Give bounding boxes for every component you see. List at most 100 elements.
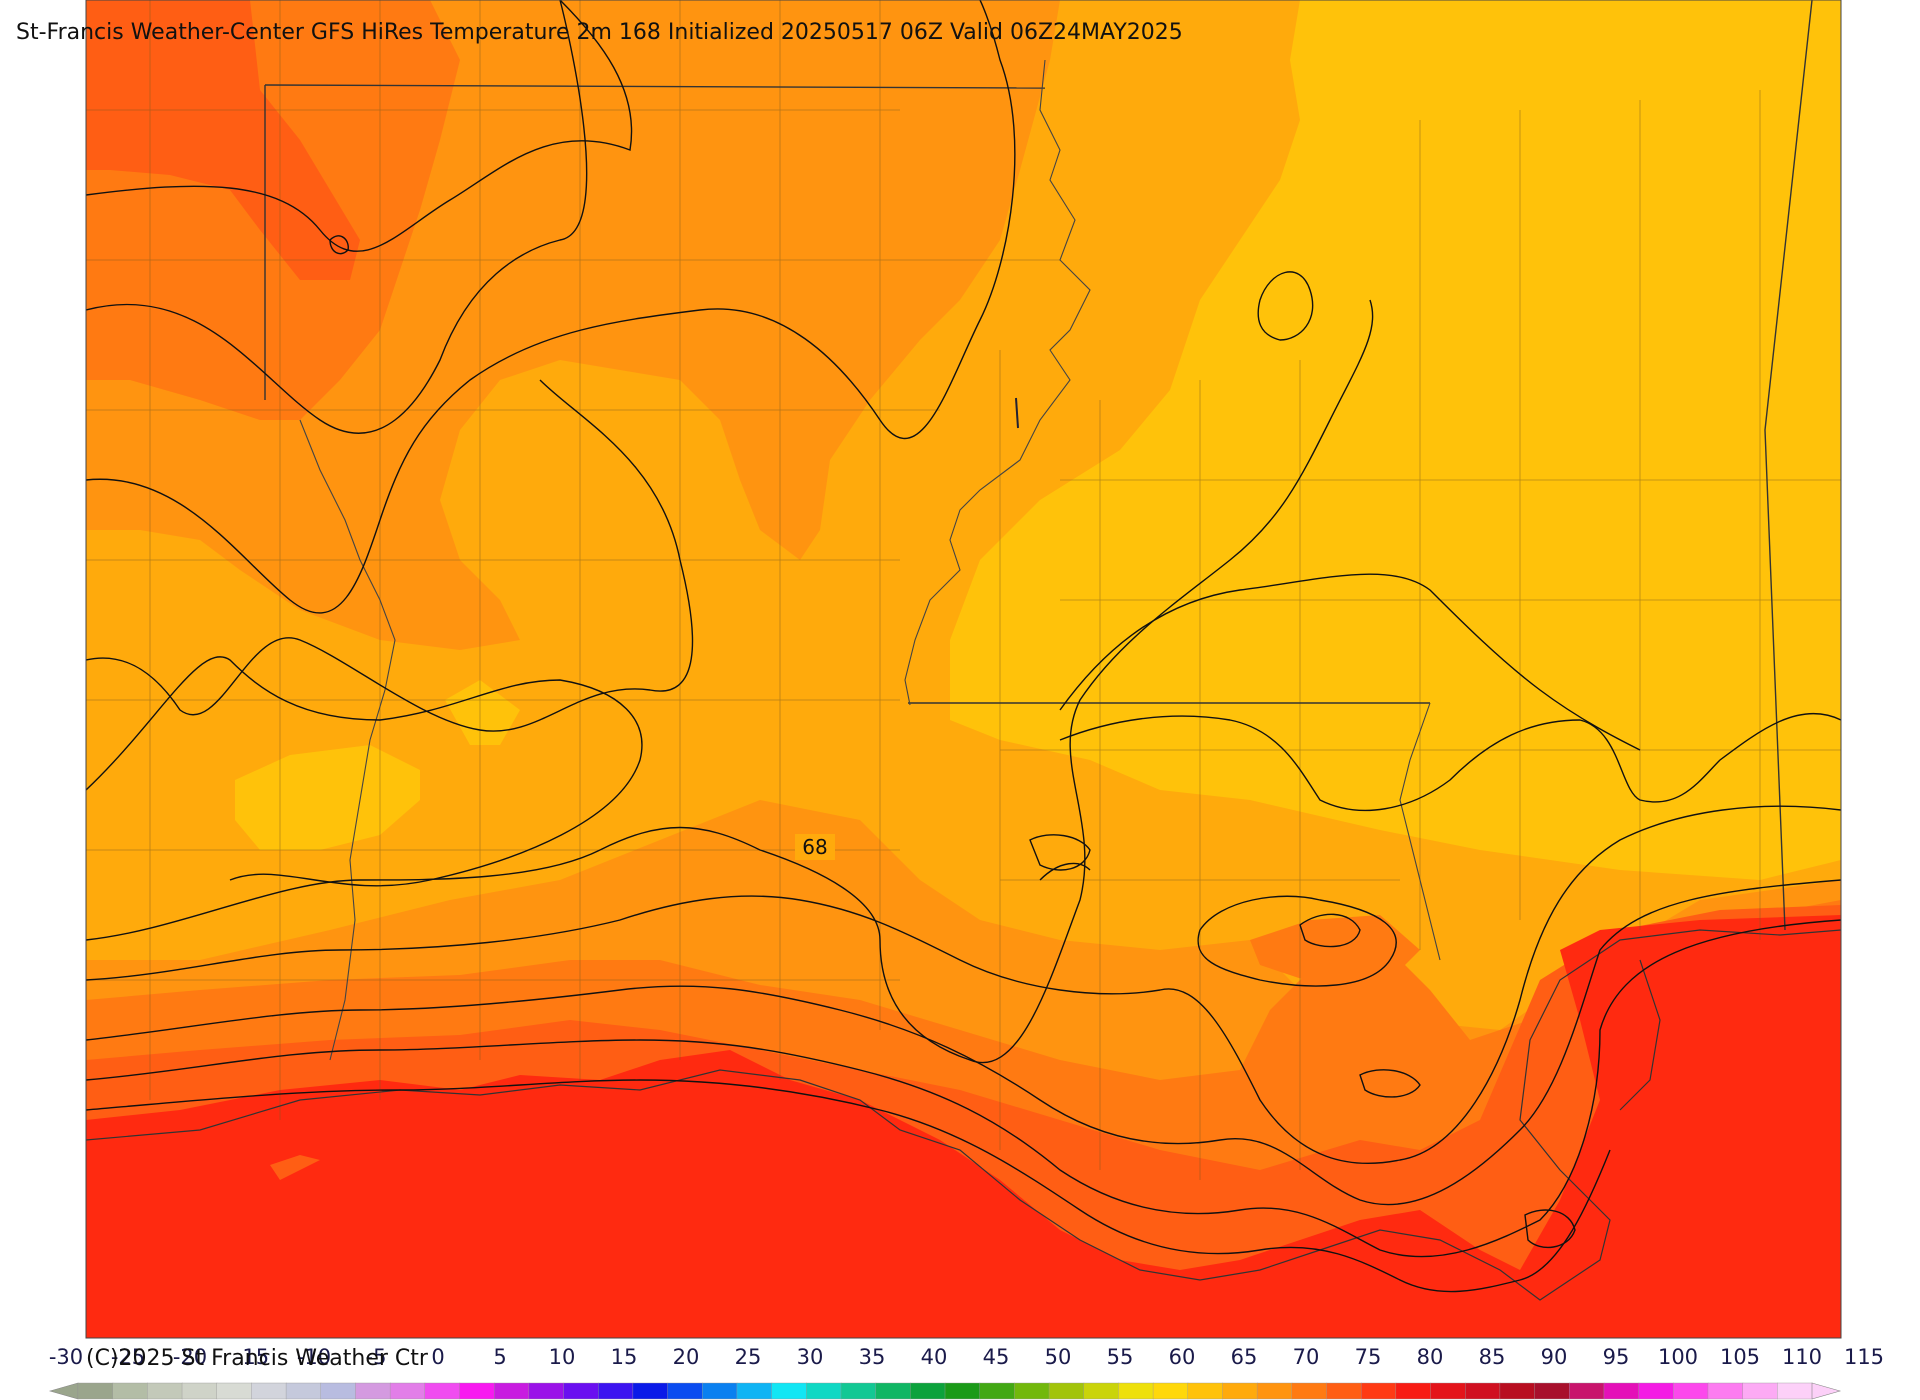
- colorbar-swatch: [1395, 1382, 1432, 1400]
- temp-band-60-65-west: [235, 745, 420, 850]
- colorbar-swatch: [771, 1382, 807, 1400]
- colorbar-tick-label: 85: [1478, 1345, 1506, 1369]
- colorbar-swatch: [493, 1382, 530, 1400]
- colorbar-swatch: [1673, 1382, 1709, 1400]
- colorbar-tick-label: -10: [296, 1345, 332, 1369]
- colorbar-arrow-high: [1811, 1382, 1842, 1400]
- county-boundaries: [86, 0, 1841, 1180]
- colorbar-tick-label: 5: [493, 1345, 507, 1369]
- colorbar-swatch: [1360, 1382, 1397, 1400]
- colorbar-swatch: [1222, 1382, 1258, 1400]
- colorbar-swatch: [77, 1382, 114, 1400]
- colorbar-tick-label: 115: [1843, 1345, 1885, 1369]
- colorbar-swatch: [1742, 1382, 1779, 1400]
- colorbar-swatch: [1638, 1382, 1674, 1400]
- colorbar-tick-label: 50: [1044, 1345, 1072, 1369]
- colorbar-tick-label: -15: [234, 1345, 270, 1369]
- colorbar-tick-label: 10: [548, 1345, 576, 1369]
- colorbar-swatch: [979, 1382, 1016, 1400]
- colorbar-tick-label: 15: [610, 1345, 638, 1369]
- colorbar-swatch: [806, 1382, 842, 1400]
- temp-band-60-65: [950, 0, 1841, 880]
- colorbar-swatch: [840, 1382, 877, 1400]
- rivers: [299, 59, 1441, 1061]
- colorbar-swatch: [1777, 1382, 1813, 1400]
- isotherm-contours: [86, 0, 1841, 1293]
- copyright-text: (C)2025 St Francis Weather Ctr: [86, 1346, 428, 1371]
- coastline: [86, 929, 1841, 1301]
- colorbar-arrow-low: [48, 1382, 79, 1400]
- colorbar-swatch: [528, 1382, 565, 1400]
- colorbar-tick-label: -20: [172, 1345, 208, 1369]
- colorbar-swatch: [1534, 1382, 1570, 1400]
- colorbar-swatch: [736, 1382, 773, 1400]
- colorbar-tick-label: 20: [672, 1345, 700, 1369]
- colorbar-tick-label: 30: [796, 1345, 824, 1369]
- colorbar-tick-label: 60: [1168, 1345, 1196, 1369]
- colorbar-swatch: [1083, 1382, 1120, 1400]
- colorbar-tick-label: 110: [1781, 1345, 1823, 1369]
- colorbar-swatch: [320, 1382, 357, 1400]
- temp-band-75-80-pocket: [1250, 915, 1420, 985]
- colorbar-tick-label: 105: [1719, 1345, 1761, 1369]
- colorbar-swatch: [1464, 1382, 1501, 1400]
- colorbar-tick-label: 55: [1106, 1345, 1134, 1369]
- colorbar-swatch: [1152, 1382, 1189, 1400]
- colorbar-swatch: [1569, 1382, 1605, 1400]
- map-title: St-Francis Weather-Center GFS HiRes Temp…: [16, 20, 1183, 45]
- colorbar-swatch: [667, 1382, 703, 1400]
- temp-band-60-65-west2: [445, 680, 520, 745]
- colorbar-tick-label: 100: [1657, 1345, 1699, 1369]
- colorbar-swatch: [632, 1382, 669, 1400]
- colorbar-swatch: [251, 1382, 287, 1400]
- colorbar-swatch: [1430, 1382, 1466, 1400]
- colorbar-swatch: [1014, 1382, 1050, 1400]
- colorbar-swatch: [1118, 1382, 1154, 1400]
- temp-band-85-90-gulf: [86, 915, 1841, 1338]
- colorbar-swatch: [216, 1382, 253, 1400]
- colorbar-swatch: [1291, 1382, 1328, 1400]
- colorbar-tick-label: 45: [982, 1345, 1010, 1369]
- colorbar-tick-label: 65: [1230, 1345, 1258, 1369]
- colorbar: [48, 1382, 1842, 1400]
- colorbar-tick-label: 40: [920, 1345, 948, 1369]
- colorbar-swatch: [285, 1382, 322, 1400]
- colorbar-swatch: [875, 1382, 912, 1400]
- colorbar-tick-label: 25: [734, 1345, 762, 1369]
- colorbar-swatch: [1256, 1382, 1293, 1400]
- colorbar-swatch: [112, 1382, 149, 1400]
- colorbar-swatch: [910, 1382, 946, 1400]
- colorbar-swatch: [563, 1382, 599, 1400]
- colorbar-swatch: [598, 1382, 634, 1400]
- colorbar-swatch: [1048, 1382, 1085, 1400]
- colorbar-swatch: [459, 1382, 495, 1400]
- temp-band-80-85-pocket: [270, 1155, 320, 1180]
- colorbar-tick-label: -5: [365, 1345, 387, 1369]
- colorbar-tick-label: 90: [1540, 1345, 1568, 1369]
- colorbar-swatch: [147, 1382, 183, 1400]
- colorbar-swatch: [1707, 1382, 1744, 1400]
- colorbar-swatch: [181, 1382, 218, 1400]
- contour-label: 68: [802, 835, 827, 859]
- colorbar-swatch: [1326, 1382, 1362, 1400]
- colorbar-swatch: [944, 1382, 981, 1400]
- colorbar-swatch: [702, 1382, 738, 1400]
- temp-band-80-85-north: [86, 0, 360, 280]
- colorbar-swatch: [1499, 1382, 1536, 1400]
- colorbar-swatch: [424, 1382, 461, 1400]
- station-marker: [1015, 397, 1019, 429]
- state-boundaries: [264, 0, 1813, 931]
- colorbar-swatch: [389, 1382, 426, 1400]
- colorbar-tick-label: -30: [48, 1345, 84, 1369]
- colorbar-tick-label: 80: [1416, 1345, 1444, 1369]
- contour-label-bg: [795, 834, 835, 860]
- colorbar-tick-label: -25: [110, 1345, 146, 1369]
- colorbar-tick-label: 35: [858, 1345, 886, 1369]
- colorbar-tick-label: 95: [1602, 1345, 1630, 1369]
- colorbar-tick-label: 70: [1292, 1345, 1320, 1369]
- colorbar-tick-label: 75: [1354, 1345, 1382, 1369]
- colorbar-tick-label: 0: [431, 1345, 445, 1369]
- colorbar-swatch: [1603, 1382, 1640, 1400]
- plot-frame: [85, 0, 1842, 1339]
